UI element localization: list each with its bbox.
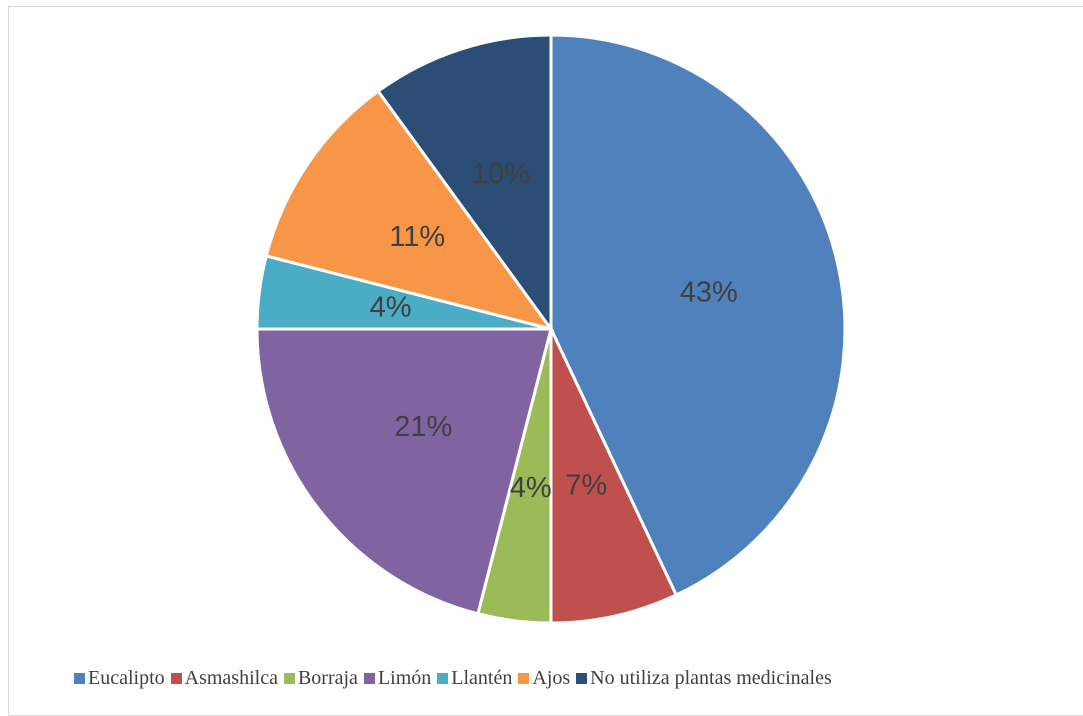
pie-slice-7 <box>376 33 553 334</box>
pie-slice-2 <box>549 328 679 625</box>
pie-slice-4 <box>255 327 553 616</box>
legend-label: Borraja <box>297 666 358 689</box>
pie-label-6: 11% <box>389 221 445 253</box>
pie-label-3: 4% <box>510 472 552 504</box>
legend-swatch <box>518 672 530 684</box>
legend-swatch <box>576 672 588 684</box>
legend-label: Ajos <box>532 666 571 689</box>
pie-slices <box>255 33 847 625</box>
legend-label: Limón <box>377 666 432 689</box>
pie-labels: 43% 7% 4% 21% 4% 11% 10% <box>370 158 738 504</box>
legend-swatch <box>170 672 182 684</box>
legend-swatch <box>437 672 449 684</box>
legend-item-5: Llantén <box>437 667 512 690</box>
pie-label-1: 43% <box>680 276 738 308</box>
legend-label: Llantén <box>451 666 513 689</box>
legend-item-3: Borraja <box>283 666 358 690</box>
legend-swatch <box>363 672 375 684</box>
legend-label: No utiliza plantas medicinales <box>590 666 832 689</box>
legend-swatch <box>74 672 85 684</box>
pie-label-5: 4% <box>370 291 412 323</box>
legend-swatch <box>283 672 295 684</box>
legend-item-2: Asmashilca <box>170 666 278 690</box>
legend-item-6: Ajos <box>518 667 570 690</box>
pie-slice-1 <box>549 33 847 598</box>
legend-item-7: No utiliza plantas medicinales <box>576 667 832 690</box>
pie-slice-6 <box>264 89 555 332</box>
legend-label: Asmashilca <box>184 666 278 689</box>
legend-item-4: Limón <box>363 666 432 690</box>
pie-label-4: 21% <box>394 411 452 443</box>
legend-item-1: Eucalipto <box>74 667 165 690</box>
pie-label-7: 10% <box>472 158 530 190</box>
pie-label-2: 7% <box>565 469 607 501</box>
chart-legend: Eucalipto Asmashilca Borraja Limón Llantén Aj… <box>74 665 838 691</box>
legend-label: Eucalipto <box>88 666 165 689</box>
